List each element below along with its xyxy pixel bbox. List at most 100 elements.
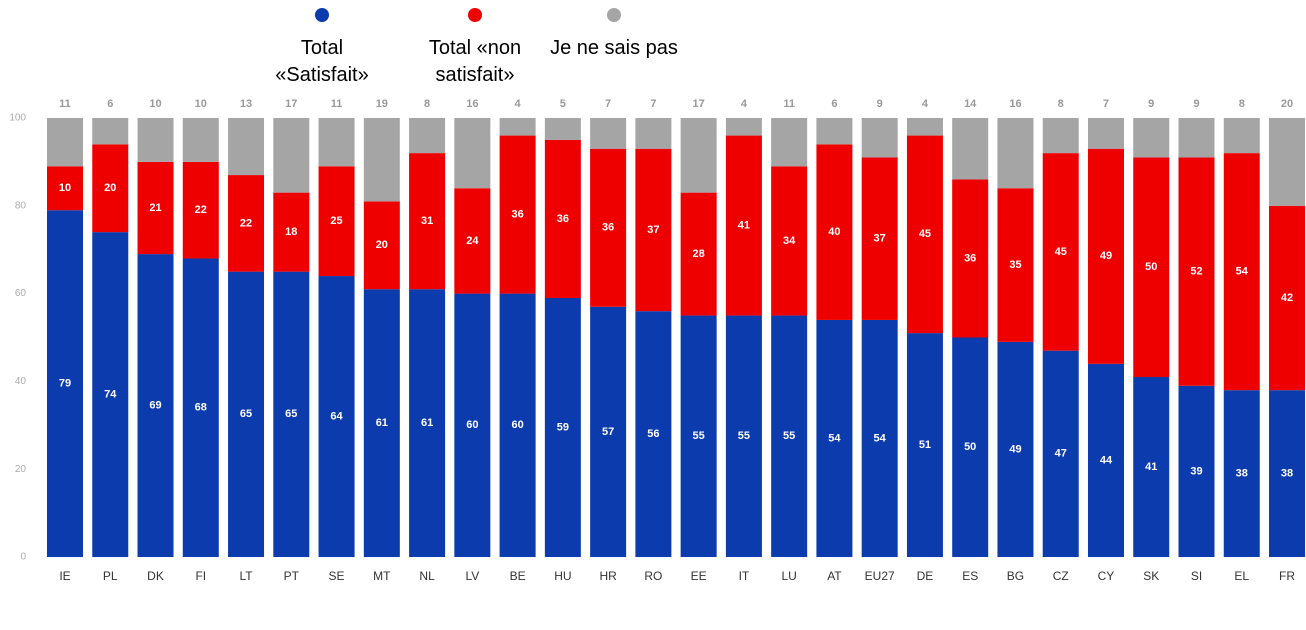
bar-segment bbox=[92, 144, 129, 233]
value-label: 54 bbox=[1236, 266, 1249, 278]
value-label: 16 bbox=[1009, 98, 1021, 110]
bar-segment bbox=[1087, 148, 1124, 364]
value-label: 20 bbox=[104, 182, 116, 194]
bar-segment bbox=[182, 161, 219, 259]
value-label: 31 bbox=[421, 215, 433, 227]
bar-segment bbox=[454, 188, 491, 294]
value-label: 4 bbox=[515, 98, 522, 110]
bar-segment bbox=[363, 289, 400, 557]
bar-segment bbox=[952, 337, 989, 557]
value-label: 19 bbox=[376, 98, 388, 110]
bar-segment bbox=[1178, 157, 1215, 386]
x-tick-label: LV bbox=[465, 569, 479, 583]
value-label: 4 bbox=[922, 98, 929, 110]
y-tick-label: 20 bbox=[15, 464, 27, 475]
value-label: 47 bbox=[1055, 448, 1067, 460]
value-label: 41 bbox=[738, 219, 750, 231]
bar-segment bbox=[1269, 205, 1306, 391]
value-label: 17 bbox=[285, 98, 297, 110]
x-tick-label: LU bbox=[781, 569, 796, 583]
value-label: 40 bbox=[828, 226, 840, 238]
x-tick-label: BE bbox=[510, 569, 526, 583]
value-label: 8 bbox=[1058, 98, 1064, 110]
x-tick-label: BG bbox=[1007, 569, 1024, 583]
value-label: 52 bbox=[1190, 266, 1202, 278]
value-label: 44 bbox=[1100, 454, 1113, 466]
x-tick-label: FR bbox=[1279, 569, 1295, 583]
value-label: 6 bbox=[107, 98, 113, 110]
bar-segment bbox=[363, 118, 400, 202]
legend-label: Je ne sais pas bbox=[550, 37, 678, 59]
bar-segment bbox=[590, 118, 627, 149]
legend-label: Total «non satisfait» bbox=[428, 37, 522, 86]
value-label: 7 bbox=[1103, 98, 1109, 110]
value-label: 11 bbox=[783, 98, 795, 110]
bar-segment bbox=[1042, 153, 1079, 351]
legend-dot bbox=[607, 8, 621, 22]
bar-segment bbox=[92, 118, 129, 145]
value-label: 54 bbox=[828, 432, 841, 444]
bar-segment bbox=[544, 297, 581, 557]
bar-segment bbox=[454, 293, 491, 557]
bar-segment bbox=[635, 118, 672, 149]
bar-segment bbox=[454, 118, 491, 189]
bar-segment bbox=[228, 118, 265, 176]
bar-segment bbox=[952, 179, 989, 338]
x-tick-label: HU bbox=[554, 569, 571, 583]
x-tick-label: EU27 bbox=[865, 569, 895, 583]
bar-segment bbox=[1223, 153, 1260, 391]
value-label: 36 bbox=[602, 222, 614, 234]
bar-segment bbox=[680, 315, 717, 557]
bar-segment bbox=[590, 306, 627, 557]
bar-segment bbox=[318, 276, 355, 557]
bar-segment bbox=[680, 118, 717, 193]
value-label: 8 bbox=[1239, 98, 1245, 110]
bar-segment bbox=[1223, 118, 1260, 154]
value-label: 61 bbox=[376, 417, 388, 429]
x-tick-label: DE bbox=[917, 569, 934, 583]
value-label: 49 bbox=[1100, 250, 1112, 262]
value-label: 22 bbox=[195, 204, 207, 216]
bar-segment bbox=[997, 188, 1034, 342]
value-label: 20 bbox=[1281, 98, 1293, 110]
value-label: 45 bbox=[919, 228, 931, 240]
bar-segment bbox=[1087, 363, 1124, 557]
value-label: 42 bbox=[1281, 292, 1293, 304]
bar-segment bbox=[1042, 350, 1079, 557]
value-label: 50 bbox=[964, 441, 976, 453]
bar-segment bbox=[318, 118, 355, 167]
bar-segment bbox=[228, 175, 265, 272]
bar-segment bbox=[1269, 118, 1306, 206]
x-tick-label: DK bbox=[147, 569, 164, 583]
value-label: 38 bbox=[1281, 467, 1293, 479]
bar-segment bbox=[273, 192, 310, 272]
bar-segment bbox=[1178, 385, 1215, 557]
value-label: 7 bbox=[605, 98, 611, 110]
y-tick-label: 0 bbox=[20, 552, 26, 563]
bar-segment bbox=[47, 118, 83, 167]
legend-dot bbox=[468, 8, 482, 22]
bar-segment bbox=[137, 254, 174, 557]
value-label: 65 bbox=[240, 408, 252, 420]
value-label: 55 bbox=[783, 430, 795, 442]
bar-segment bbox=[544, 118, 581, 140]
value-label: 10 bbox=[195, 98, 207, 110]
value-label: 36 bbox=[557, 213, 569, 225]
bar-segment bbox=[228, 271, 265, 557]
bar-segment bbox=[771, 315, 808, 557]
value-label: 25 bbox=[330, 215, 342, 227]
bar-segment bbox=[499, 118, 536, 136]
bar-segment bbox=[590, 148, 627, 307]
value-label: 39 bbox=[1190, 465, 1202, 477]
bar-segment bbox=[1042, 118, 1079, 154]
x-tick-label: IT bbox=[739, 569, 750, 583]
value-label: 36 bbox=[511, 208, 523, 220]
value-label: 10 bbox=[149, 98, 161, 110]
x-tick-label: SI bbox=[1191, 569, 1202, 583]
bar-segment bbox=[771, 166, 808, 316]
x-tick-label: EE bbox=[691, 569, 707, 583]
bar-segment bbox=[725, 315, 762, 557]
y-tick-label: 60 bbox=[15, 288, 27, 299]
x-tick-label: EL bbox=[1234, 569, 1249, 583]
